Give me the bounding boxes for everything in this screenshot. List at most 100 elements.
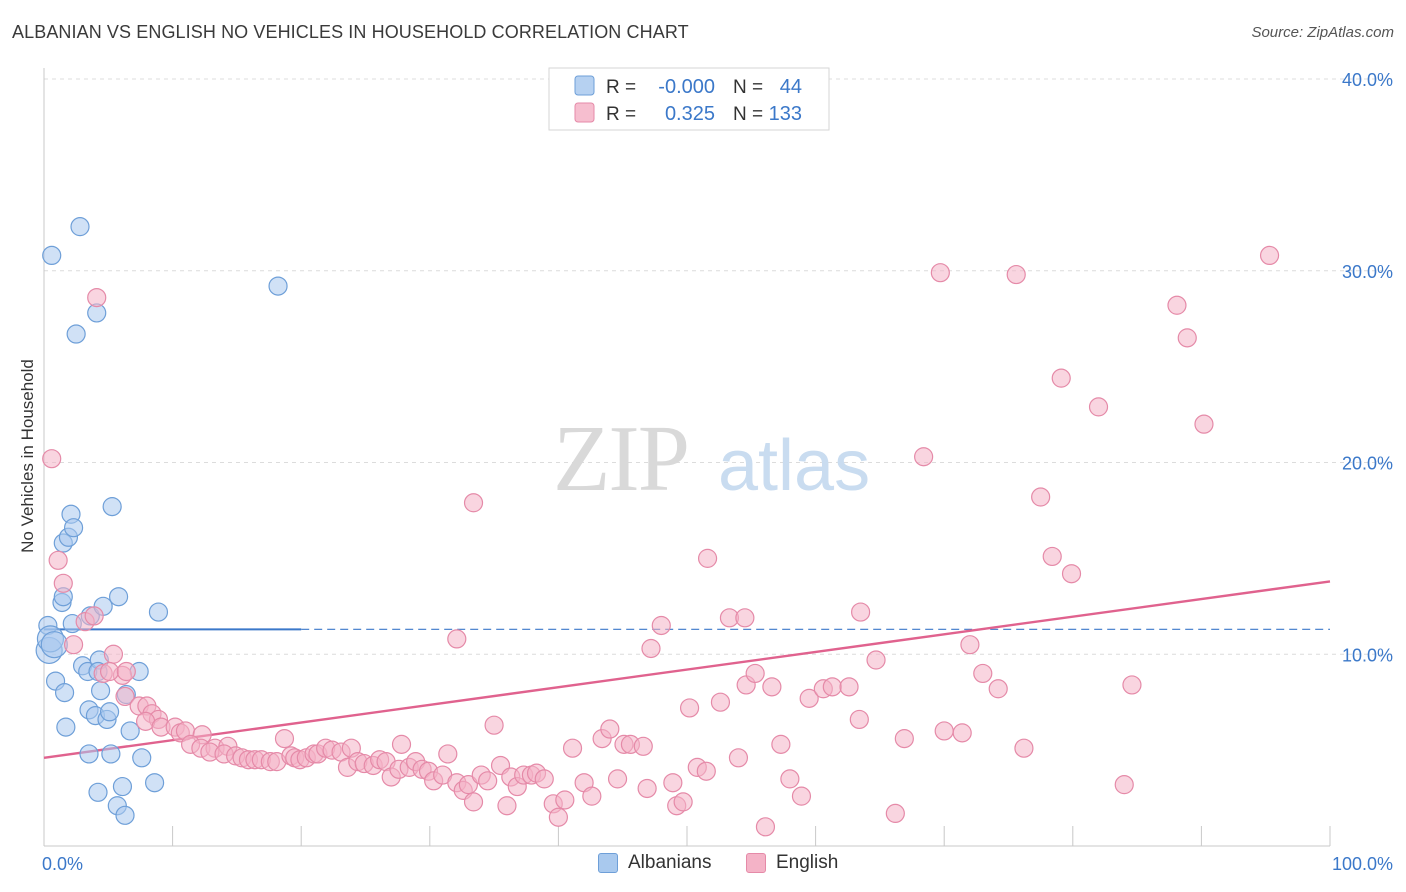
english-point [53,573,73,593]
albanian-point [99,702,120,722]
albanian-point [148,602,169,622]
english-point [274,729,295,749]
legend-swatch [574,75,595,96]
english-point [822,677,842,697]
english-point [973,663,993,684]
english-point [894,729,914,749]
english-point [1194,414,1214,434]
english-point [99,661,120,682]
english-point [1177,328,1197,348]
chart-title: ALBANIAN VS ENGLISH NO VEHICLES IN HOUSE… [12,22,689,42]
albanian-point [90,681,111,701]
english-point [914,447,934,467]
english-point [745,663,765,684]
albanian-point [56,717,76,737]
english-point [679,698,700,718]
english-point [1051,368,1071,388]
english-point [391,734,412,754]
bottom-legend: Albanians English [0,852,1406,878]
albanian-point [101,744,121,764]
english-point [735,608,755,628]
english-point [478,771,498,791]
albanian-point [54,682,75,703]
english-point [696,761,716,781]
stats-legend: R = -0.000 N = 44 R = 0.325 N = 133 [548,67,830,131]
albanian-point [108,587,129,607]
english-point [463,493,484,513]
legend-n-label: N = [733,77,763,98]
english-point [1088,397,1109,417]
english-point [600,719,620,739]
english-point [463,792,484,812]
legend-r-value: -0.000 [658,76,715,98]
english-point [116,661,136,682]
english-point [555,790,575,810]
albanian-point [144,773,165,793]
english-point [673,792,693,812]
legend-r-label: R = [606,77,636,98]
english-point [637,778,657,799]
english-point [87,287,107,308]
y-tick-label: 30.0% [1342,262,1393,282]
tick-labels: 10.0% 20.0% 30.0% 40.0% 0.0% 100.0% [42,70,1393,874]
english-point [771,734,791,754]
legend-swatch-albanians [598,853,618,873]
english-point [934,721,954,741]
english-point [799,688,819,708]
english-point [988,679,1008,699]
english-point [885,803,905,824]
english-point [930,263,950,283]
legend-label-albanians: Albanians [628,852,712,873]
source-label: Source: ZipAtlas.com [1251,24,1394,41]
albanian-point [42,245,62,266]
legend-item-albanians[interactable]: Albanians [598,852,711,874]
albanian-point [70,217,90,237]
legend-n-value: 133 [769,103,802,125]
watermark: ZIP atlas [553,407,870,511]
english-point [438,744,458,764]
english-point [651,615,671,636]
albanian-point [40,631,68,659]
legend-label-english: English [776,852,839,873]
english-point [1061,564,1082,584]
english-point [1006,264,1026,285]
albanian-point [88,782,108,802]
english-point [1114,775,1134,795]
english-point [607,769,628,789]
english-point [1031,487,1051,507]
gridlines [44,78,1392,655]
albanian-point [112,776,133,797]
english-point [710,692,731,712]
legend-box [548,67,830,131]
english-point [1167,295,1187,315]
english-point [84,606,104,626]
english-point [851,602,871,622]
english-point [458,775,478,795]
english-point [1122,675,1142,695]
english-point [534,769,554,789]
albanian-point [66,324,86,344]
english-point [755,817,776,837]
english-trend-line [43,580,1331,759]
albanian-point [120,721,140,741]
albanian-point [115,805,135,825]
english-point [63,635,84,655]
english-point [48,550,68,570]
data-points [35,217,1280,837]
trend-lines [43,580,1331,759]
english-point [497,796,517,816]
legend-swatch-english [746,853,766,873]
english-point [663,773,683,793]
english-point [849,709,869,730]
english-point [115,686,135,707]
english-point [697,548,718,568]
legend-r-label: R = [606,104,636,125]
english-point [548,807,569,827]
legend-item-english[interactable]: English [746,852,838,874]
english-point [42,449,62,469]
y-tick-label: 10.0% [1342,645,1393,665]
watermark-zip: ZIP [553,407,688,511]
x-tick-label-min: 0.0% [42,854,83,874]
english-point [1042,546,1062,567]
